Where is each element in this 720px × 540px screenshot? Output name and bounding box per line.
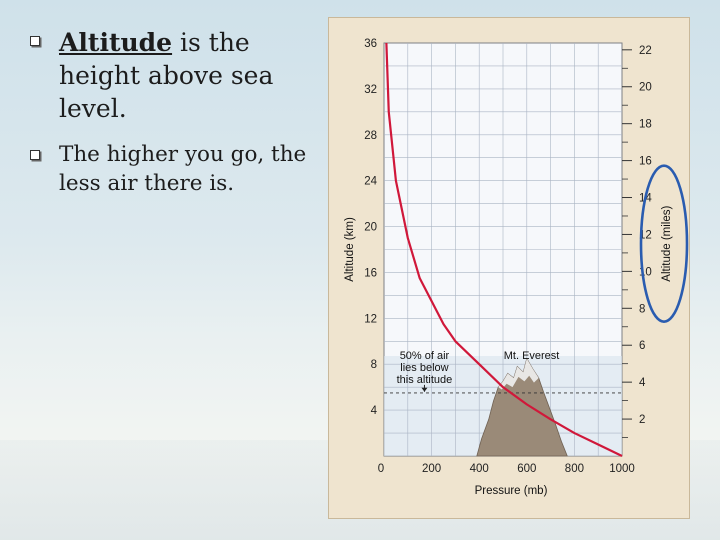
x-tick-label: 800 [565,463,584,475]
right-tick-label: 4 [639,377,646,389]
right-tick-label: 20 [639,82,652,94]
bullet-altitude: Altitude is the height above sea level. [28,26,318,125]
x-tick-label: 200 [422,463,441,475]
left-tick-label: 24 [364,176,377,188]
highlight-oval [639,164,689,323]
bullet-list: Altitude is the height above sea level. … [28,26,318,213]
pressure-curve [385,42,623,457]
x-tick-label: 0 [378,463,384,475]
altitude-pressure-figure: 2 4 6 8 10 12 14 16 18 20 22 4 8 12 16 20 24 28 32 36 0 200 40… [328,17,690,519]
left-tick-label: 28 [364,130,377,142]
right-tick-label: 8 [639,303,645,315]
y2-axis-title: Altitude (miles) [661,205,673,281]
x-tick-label: 600 [517,463,536,475]
fifty-percent-label-line: this altitude [397,374,453,386]
right-tick-label: 6 [639,340,645,352]
right-tick-label: 16 [639,156,652,168]
left-tick-label: 4 [371,405,378,417]
square-bullet-icon [30,150,40,160]
altitude-definition: is the height above sea level. [59,28,274,123]
x-tick-label: 1000 [609,463,635,475]
y-axis-title: Altitude (km) [344,217,356,282]
fifty-percent-label-line: lies below [400,362,448,374]
right-tick-label: 18 [639,119,652,131]
left-tick-label: 32 [364,84,377,96]
mt-everest-label: Mt. Everest [504,350,560,362]
right-tick-label: 2 [639,414,645,426]
left-tick-label: 12 [364,313,377,325]
bullet-less-air: The higher you go, the less air there is… [28,140,318,198]
mt-everest-snow [498,358,539,390]
left-tick-label: 16 [364,267,377,279]
left-tick-label: 36 [364,38,377,50]
x-tick-label: 400 [470,463,489,475]
left-tick-label: 20 [364,222,377,234]
square-bullet-icon [30,36,40,46]
fifty-percent-label-line: 50% of air [400,350,450,362]
fifty-percent-arrow-icon [421,387,428,392]
left-tick-label: 8 [371,359,377,371]
bullet-text: The higher you go, the less air there is… [59,142,307,196]
x-axis-title: Pressure (mb) [475,485,548,497]
altitude-term: Altitude [59,28,173,57]
fifty-percent-label: 50% of air lies below this altitude [397,350,453,386]
right-tick-label: 22 [639,45,652,57]
bullet-text: Altitude is the height above sea level. [59,26,318,125]
